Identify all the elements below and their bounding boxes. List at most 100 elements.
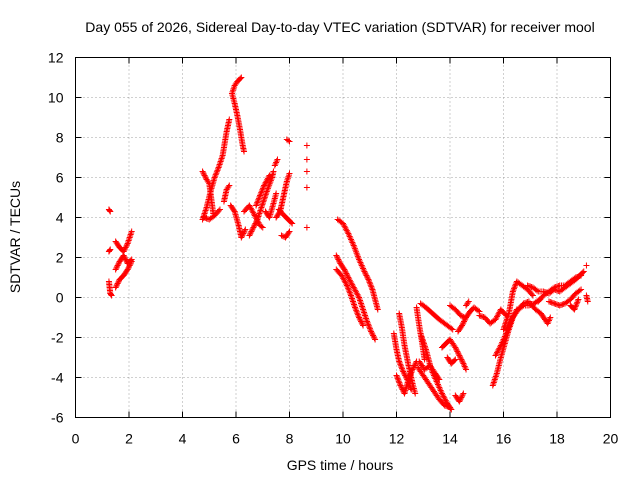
data-point xyxy=(359,303,366,310)
x-tick-label: 2 xyxy=(125,431,133,447)
data-point xyxy=(397,361,404,368)
data-point xyxy=(115,261,122,268)
data-point xyxy=(459,393,466,400)
data-point xyxy=(108,292,115,299)
data-point xyxy=(225,183,232,190)
data-point xyxy=(270,168,277,175)
data-point xyxy=(253,219,260,226)
data-point xyxy=(344,283,351,290)
data-point xyxy=(365,276,372,283)
data-point xyxy=(336,259,343,266)
data-point xyxy=(461,317,468,324)
data-point xyxy=(285,229,292,236)
data-point xyxy=(452,344,459,351)
data-point xyxy=(411,362,418,369)
data-point xyxy=(345,285,352,292)
data-point xyxy=(408,369,415,376)
data-point xyxy=(367,282,374,289)
data-point xyxy=(344,282,351,289)
data-point xyxy=(346,289,353,296)
data-point xyxy=(107,246,114,253)
data-point xyxy=(342,267,349,274)
data-point xyxy=(278,232,285,239)
data-point xyxy=(407,372,414,379)
data-point xyxy=(458,356,465,363)
data-point xyxy=(356,314,363,321)
data-point xyxy=(201,172,208,179)
data-point xyxy=(364,319,371,326)
data-point xyxy=(459,391,466,398)
y-tick-label: -6 xyxy=(51,410,64,426)
data-point xyxy=(396,358,403,365)
data-point xyxy=(354,310,361,317)
data-point xyxy=(361,311,368,317)
data-points xyxy=(105,74,591,413)
data-point xyxy=(112,266,119,273)
data-point xyxy=(394,375,401,382)
data-point xyxy=(249,227,256,234)
data-point xyxy=(547,314,554,321)
data-point xyxy=(274,156,281,163)
data-point xyxy=(226,182,233,189)
data-point xyxy=(509,288,516,295)
data-point xyxy=(405,376,412,383)
data-point xyxy=(213,170,220,177)
data-point xyxy=(286,170,293,177)
data-point xyxy=(461,318,468,325)
data-point xyxy=(211,174,218,181)
data-point xyxy=(360,322,367,329)
data-point xyxy=(492,375,499,381)
data-point xyxy=(370,332,377,339)
data-point xyxy=(358,318,365,325)
x-tick-label: 16 xyxy=(496,431,512,447)
data-point xyxy=(412,361,419,368)
data-point xyxy=(399,365,406,372)
data-point xyxy=(239,233,246,240)
data-point xyxy=(215,165,222,172)
data-point xyxy=(584,298,591,305)
data-point xyxy=(572,303,579,310)
data-point xyxy=(359,321,366,328)
data-point xyxy=(421,356,428,363)
data-point xyxy=(107,291,114,298)
data-point xyxy=(369,331,376,338)
data-point xyxy=(393,372,400,379)
data-point xyxy=(238,234,245,241)
data-point xyxy=(202,207,209,214)
data-point xyxy=(124,266,131,273)
data-point xyxy=(241,229,248,236)
data-point xyxy=(238,74,245,81)
data-point xyxy=(347,291,354,298)
data-point xyxy=(353,307,360,314)
data-point xyxy=(239,231,246,238)
data-point xyxy=(465,298,472,305)
data-point xyxy=(394,373,401,380)
data-point xyxy=(578,272,585,279)
y-tick-label: 10 xyxy=(48,90,64,106)
data-point xyxy=(460,319,467,326)
y-tick-label: 8 xyxy=(56,130,64,146)
x-tick-label: 6 xyxy=(232,431,240,447)
data-point xyxy=(340,265,347,272)
data-point xyxy=(202,209,209,215)
data-point xyxy=(334,255,341,262)
data-point xyxy=(374,306,381,313)
data-point xyxy=(529,292,536,299)
data-point xyxy=(511,284,518,291)
data-point xyxy=(401,371,408,378)
data-point xyxy=(464,299,471,306)
data-point xyxy=(459,321,466,328)
data-point xyxy=(218,157,225,163)
data-point xyxy=(395,376,402,383)
data-point xyxy=(122,256,129,263)
data-point xyxy=(121,245,128,252)
data-point xyxy=(123,241,130,248)
data-point xyxy=(365,322,372,329)
data-point xyxy=(402,372,409,379)
data-point xyxy=(462,315,469,322)
data-point xyxy=(458,323,465,330)
data-point xyxy=(583,262,590,269)
data-point xyxy=(237,75,244,82)
data-point xyxy=(115,279,122,286)
data-point xyxy=(125,265,132,272)
